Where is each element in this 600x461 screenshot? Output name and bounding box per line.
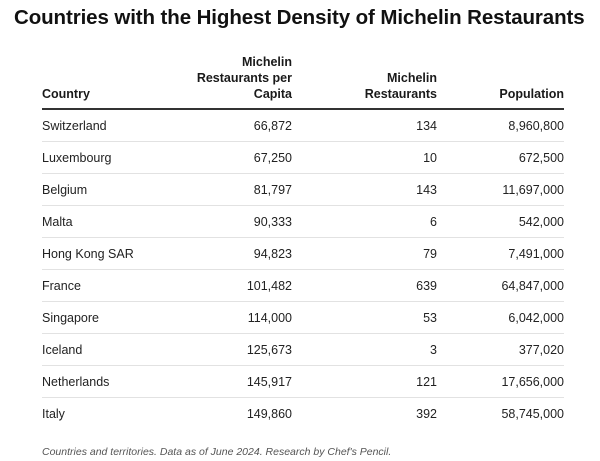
table-row: France 101,482 639 64,847,000 xyxy=(42,269,564,302)
header-line: Restaurants per xyxy=(196,71,292,85)
cell-population: 17,656,000 xyxy=(437,365,564,398)
michelin-density-table: Country Michelin Restaurants per Capita Mi… xyxy=(42,50,564,429)
table-row: Iceland 125,673 3 377,020 xyxy=(42,333,564,366)
table-row: Netherlands 145,917 121 17,656,000 xyxy=(42,365,564,398)
cell-restaurants: 10 xyxy=(292,141,437,174)
table-row: Luxembourg 67,250 10 672,500 xyxy=(42,141,564,174)
cell-population: 7,491,000 xyxy=(437,237,564,270)
table-row: Hong Kong SAR 94,823 79 7,491,000 xyxy=(42,237,564,270)
cell-country: Singapore xyxy=(42,301,182,334)
cell-restaurants: 134 xyxy=(292,109,437,142)
cell-restaurants: 3 xyxy=(292,333,437,366)
table-row: Italy 149,860 392 58,745,000 xyxy=(42,398,564,430)
cell-per-capita: 145,917 xyxy=(182,365,292,398)
header-line: Michelin xyxy=(241,55,292,69)
header-line: Restaurants xyxy=(364,87,437,101)
cell-population: 542,000 xyxy=(437,205,564,238)
cell-country: Switzerland xyxy=(42,109,182,142)
cell-population: 377,020 xyxy=(437,333,564,366)
header-line: Country xyxy=(42,87,90,101)
cell-per-capita: 90,333 xyxy=(182,205,292,238)
cell-population: 6,042,000 xyxy=(437,301,564,334)
cell-per-capita: 94,823 xyxy=(182,237,292,270)
cell-restaurants: 53 xyxy=(292,301,437,334)
cell-restaurants: 79 xyxy=(292,237,437,270)
cell-country: Netherlands xyxy=(42,365,182,398)
cell-restaurants: 143 xyxy=(292,173,437,206)
cell-restaurants: 6 xyxy=(292,205,437,238)
cell-population: 58,745,000 xyxy=(501,406,564,421)
table-row: Singapore 114,000 53 6,042,000 xyxy=(42,301,564,334)
header-row: Country Michelin Restaurants per Capita Mi… xyxy=(42,50,564,110)
table-row: Switzerland 66,872 134 8,960,800 xyxy=(42,109,564,142)
cell-country: Belgium xyxy=(42,173,182,206)
header-restaurants: Michelin Restaurants xyxy=(292,50,437,110)
footnote: Countries and territories. Data as of Ju… xyxy=(42,446,392,458)
header-population: Population xyxy=(437,50,564,110)
header-country: Country xyxy=(42,50,182,110)
cell-per-capita: 101,482 xyxy=(182,269,292,302)
cell-per-capita: 114,000 xyxy=(182,301,292,334)
cell-population: 8,960,800 xyxy=(437,109,564,142)
cell-country: France xyxy=(42,269,182,302)
cell-country: Luxembourg xyxy=(42,141,182,174)
cell-per-capita: 66,872 xyxy=(182,109,292,142)
cell-per-capita: 149,860 xyxy=(246,406,292,421)
cell-per-capita: 81,797 xyxy=(182,173,292,206)
table-body: Switzerland 66,872 134 8,960,800 Luxembourg 6… xyxy=(42,109,564,429)
cell-country: Hong Kong SAR xyxy=(42,237,182,270)
cell-country: Malta xyxy=(42,205,182,238)
cell-population: 11,697,000 xyxy=(437,173,564,206)
table-row: Belgium 81,797 143 11,697,000 xyxy=(42,173,564,206)
cell-country: Italy xyxy=(42,406,65,421)
cell-restaurants: 392 xyxy=(416,406,437,421)
header-line: Population xyxy=(499,87,564,101)
cell-population: 672,500 xyxy=(437,141,564,174)
table-header: Country Michelin Restaurants per Capita Mi… xyxy=(42,50,564,110)
cell-per-capita: 67,250 xyxy=(182,141,292,174)
chart-title: Countries with the Highest Density of Mi… xyxy=(14,6,585,29)
cell-restaurants: 121 xyxy=(292,365,437,398)
header-line: Capita xyxy=(253,87,292,101)
table-row: Malta 90,333 6 542,000 xyxy=(42,205,564,238)
cell-per-capita: 125,673 xyxy=(182,333,292,366)
cell-restaurants: 639 xyxy=(292,269,437,302)
cell-population: 64,847,000 xyxy=(437,269,564,302)
cell-country: Iceland xyxy=(42,333,182,366)
header-per-capita: Michelin Restaurants per Capita xyxy=(182,50,292,110)
header-line: Michelin xyxy=(386,71,437,85)
